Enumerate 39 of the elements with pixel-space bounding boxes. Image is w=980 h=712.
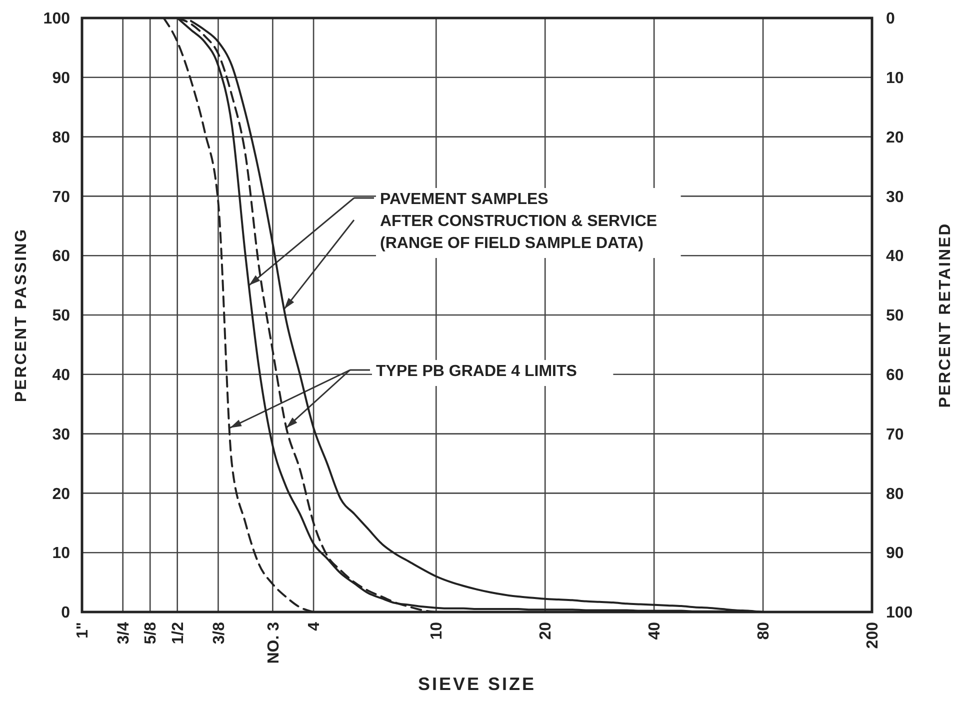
annotation: TYPE PB GRADE 4 LIMITS	[376, 363, 578, 380]
y-tick-label: 20	[52, 486, 70, 503]
y2-tick-label: 30	[886, 188, 904, 206]
x-axis-title: SIEVE SIZE	[418, 674, 536, 694]
y-tick-label: 70	[52, 188, 70, 206]
x-tick-label: 1/2	[170, 622, 187, 644]
x-tick-label: 1"	[74, 622, 92, 638]
y-tick-label: 90	[52, 70, 70, 87]
y2-axis-title: PERCENT RETAINED	[937, 222, 954, 408]
y-tick-label: 40	[52, 367, 70, 384]
y-tick-label: 10	[52, 545, 70, 562]
y2-tick-label: 60	[886, 367, 904, 384]
x-tick-label: 5/8	[142, 622, 160, 644]
y-tick-label: 60	[52, 248, 70, 266]
y2-tick-label: 90	[886, 545, 904, 562]
y2-tick-label: 70	[886, 426, 904, 444]
y2-tick-label: 40	[886, 248, 904, 266]
x-tick-label: 80	[756, 622, 773, 640]
y2-tick-label: 50	[886, 308, 904, 325]
x-tick-label: 20	[538, 622, 555, 640]
y-axis-title: PERCENT PASSING	[13, 228, 30, 402]
x-tick-label: 4	[306, 622, 324, 631]
y-tick-label: 80	[52, 129, 70, 146]
y2-tick-label: 20	[886, 129, 904, 146]
y-tick-label: 0	[61, 604, 70, 622]
annotation: PAVEMENT SAMPLES AFTER CONSTRUCTION & SERVICE (RANGE OF FIELD SAMPLE DATA)	[380, 191, 658, 252]
y-tick-label: 30	[52, 426, 70, 444]
x-tick-label: 10	[428, 622, 446, 640]
x-tick-label: 3/4	[115, 622, 132, 644]
y2-tick-label: 0	[886, 10, 895, 28]
y-tick-label: 100	[43, 10, 70, 28]
x-tick-label: NO. 3	[265, 622, 282, 664]
x-tick-label: 200	[864, 622, 882, 649]
y-tick-label: 50	[52, 308, 70, 325]
x-tick-label: 3/8	[210, 622, 228, 644]
y2-tick-label: 10	[886, 70, 904, 87]
x-tick-label: 40	[646, 622, 664, 640]
y2-tick-label: 80	[886, 486, 904, 503]
y2-tick-label: 100	[886, 604, 913, 622]
